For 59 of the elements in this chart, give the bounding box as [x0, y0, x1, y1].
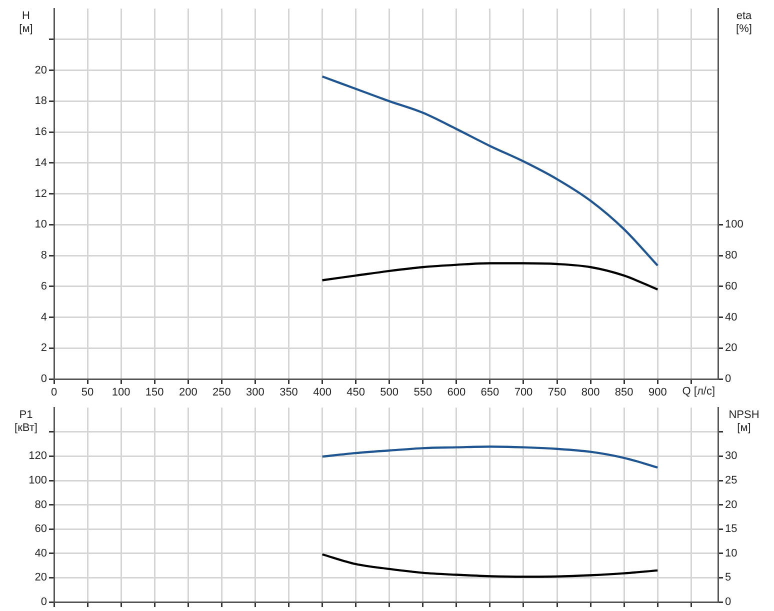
x-tick-label: 850: [614, 386, 634, 399]
y2-tick-label: 40: [725, 311, 738, 324]
y2-tick-label: 0: [725, 596, 732, 608]
x-tick-label: 250: [212, 386, 231, 399]
y2-tick-label: 25: [725, 474, 738, 487]
y2-tick-label: 80: [725, 250, 738, 262]
y2-tick-label: 10: [725, 547, 738, 560]
x-tick-label: 0: [50, 386, 58, 399]
y2-tick-label: 20: [725, 342, 738, 354]
x-axis-title: Q [л/с]: [682, 386, 715, 398]
y-tick-label: 16: [34, 126, 47, 138]
y-tick-label: 100: [28, 474, 47, 487]
y2-tick-label: 20: [725, 498, 738, 511]
y-tick-label: 2: [40, 342, 47, 354]
x-tick-label: 50: [81, 386, 94, 399]
y-tick-label: 80: [34, 498, 47, 511]
y2-axis-title: eta [%]: [736, 10, 753, 36]
y2-tick-label: 60: [725, 280, 738, 292]
y-axis-title: P1 [кВт]: [14, 409, 38, 434]
x-tick-label: 100: [112, 386, 130, 399]
y-tick-label: 10: [34, 218, 47, 231]
y2-tick-label: 15: [725, 523, 738, 536]
y-tick-label: 20: [34, 64, 47, 76]
line-series: [321, 262, 659, 291]
y2-tick-label: 0: [725, 373, 732, 386]
y-tick-label: 6: [40, 280, 47, 292]
y2-axis-title: NPSH [м]: [728, 409, 760, 434]
x-tick-label: 800: [581, 386, 600, 399]
y-axis-title: H [м]: [19, 10, 33, 36]
x-tick-label: 200: [178, 386, 198, 399]
y-tick-label: 40: [34, 547, 47, 560]
y-tick-label: 120: [28, 450, 47, 462]
x-tick-label: 400: [313, 386, 332, 399]
x-tick-label: 500: [380, 386, 399, 399]
x-tick-label: 550: [414, 386, 432, 399]
x-tick-label: 150: [145, 386, 164, 399]
line-series: [321, 446, 659, 469]
x-tick-label: 450: [346, 386, 365, 399]
y2-tick-label: 100: [725, 218, 744, 231]
y2-tick-label: 5: [725, 572, 732, 584]
line-series: [321, 553, 659, 578]
x-tick-label: 300: [246, 386, 264, 399]
y-tick-label: 0: [40, 596, 47, 608]
x-tick-label: 900: [648, 386, 667, 399]
y-tick-label: 20: [34, 572, 47, 584]
x-tick-label: 600: [447, 386, 466, 399]
x-tick-label: 700: [514, 386, 533, 399]
y2-tick-label: 30: [725, 450, 738, 462]
y-tick-label: 0: [40, 373, 47, 386]
y-tick-label: 14: [34, 156, 47, 169]
y-tick-label: 12: [34, 188, 47, 200]
y-tick-label: 60: [34, 523, 47, 536]
y-tick-label: 4: [40, 311, 47, 324]
y-tick-label: 18: [34, 95, 47, 108]
line-series: [321, 75, 659, 267]
x-tick-label: 750: [548, 386, 566, 399]
x-tick-label: 650: [480, 386, 500, 399]
y-tick-label: 8: [40, 250, 47, 262]
x-tick-label: 350: [280, 386, 298, 399]
